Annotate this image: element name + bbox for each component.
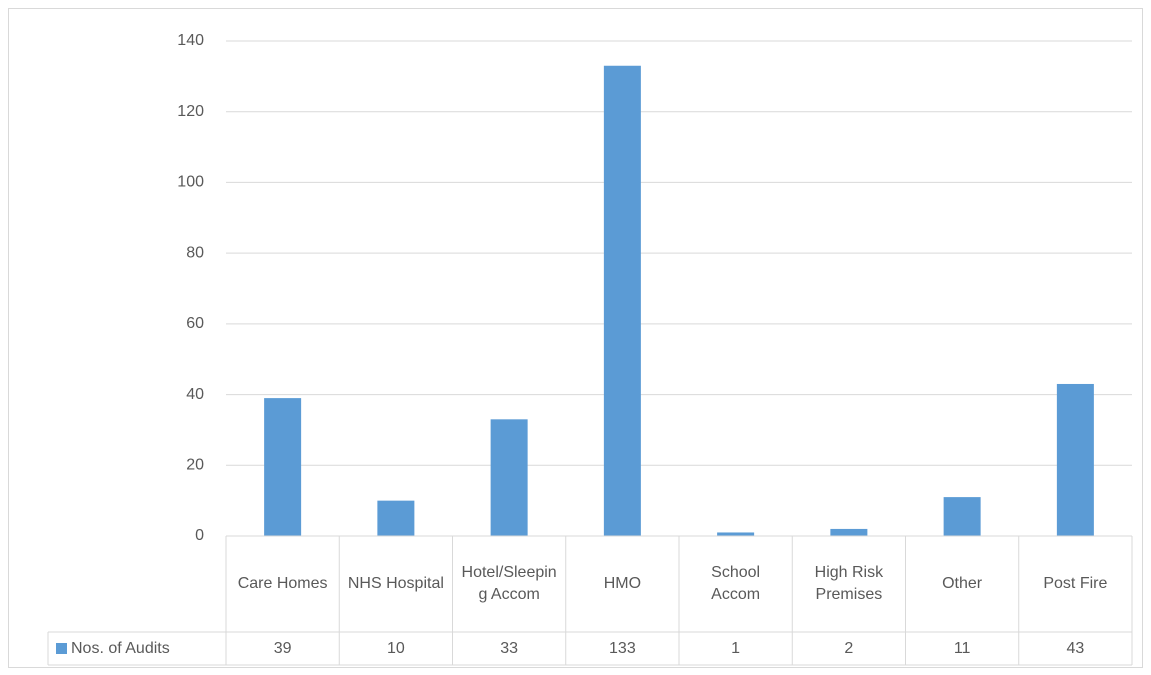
x-tick-label: Care Homes xyxy=(237,575,328,592)
bar xyxy=(603,65,641,536)
y-tick-label: 140 xyxy=(177,32,204,49)
table-value: 11 xyxy=(953,639,971,657)
legend-entry: Nos. of Audits xyxy=(48,632,226,665)
y-tick-label: 80 xyxy=(186,244,204,261)
x-tick-label: High Risk Premises xyxy=(814,564,884,603)
bar xyxy=(943,497,981,536)
bar xyxy=(377,500,415,536)
y-tick-label: 40 xyxy=(186,386,204,403)
y-tick-label: 20 xyxy=(186,457,204,474)
y-tick-label: 60 xyxy=(186,315,204,332)
bar xyxy=(490,419,528,536)
table-value: 39 xyxy=(273,639,292,657)
table-value: 43 xyxy=(1066,639,1085,657)
table-value: 1 xyxy=(731,639,741,657)
legend-label: Nos. of Audits xyxy=(71,639,170,657)
y-tick-label: 100 xyxy=(177,174,204,191)
x-tick-label: NHS Hospital xyxy=(347,575,444,592)
x-tick-label: School Accom xyxy=(711,564,761,603)
chart-border xyxy=(8,8,1143,668)
legend-swatch xyxy=(56,643,67,654)
table-value: 10 xyxy=(386,639,405,657)
table-value: 133 xyxy=(609,639,636,657)
table-value: 33 xyxy=(500,639,519,657)
y-tick-label: 120 xyxy=(177,103,204,120)
bar xyxy=(1056,383,1094,536)
x-tick-label: Hotel/Sleeping Accom xyxy=(461,564,557,603)
y-tick-label: 0 xyxy=(195,527,204,544)
bar xyxy=(830,528,868,536)
bar xyxy=(717,532,755,536)
x-tick-label: HMO xyxy=(603,575,642,592)
x-tick-label: Other xyxy=(942,575,983,592)
table-value: 2 xyxy=(844,639,854,657)
bar xyxy=(264,398,302,536)
x-tick-label: Post Fire xyxy=(1043,575,1108,592)
